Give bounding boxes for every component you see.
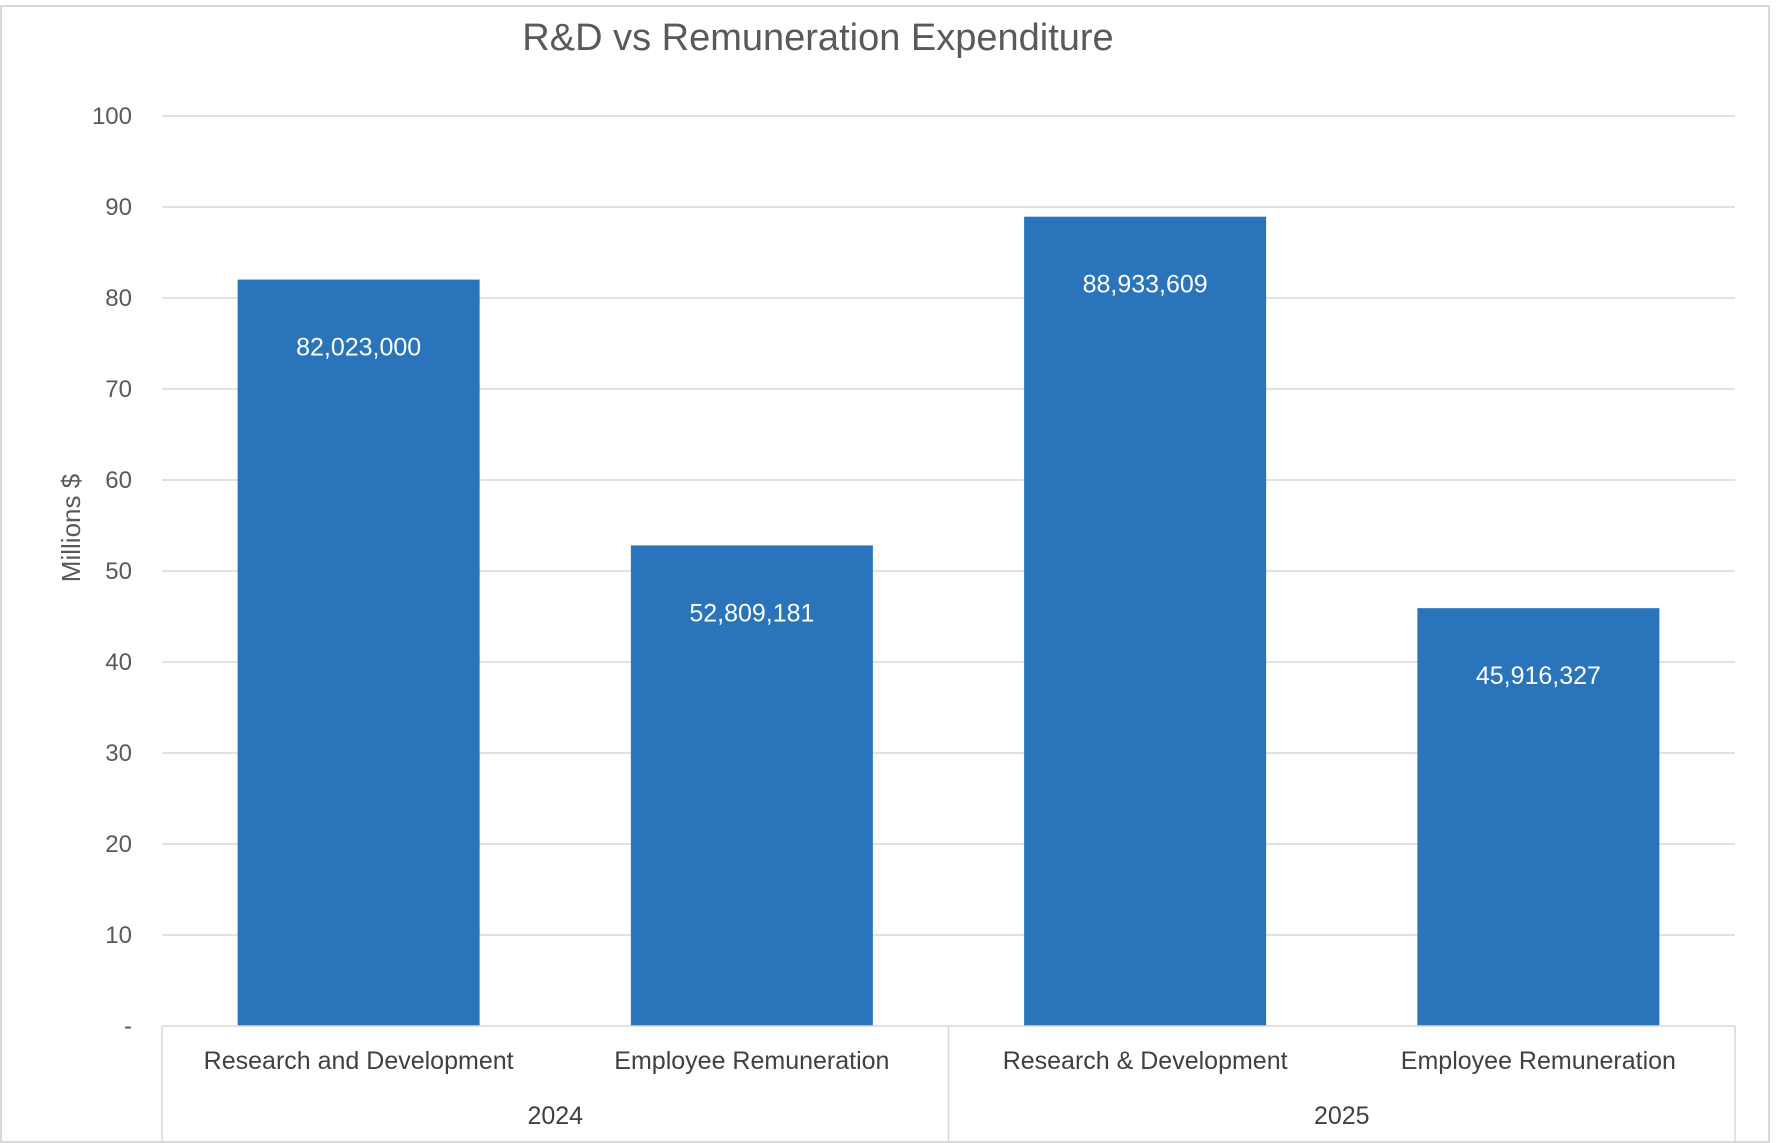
y-tick-label: 30 bbox=[105, 740, 132, 767]
chart-title: R&D vs Remuneration Expenditure bbox=[522, 17, 1113, 59]
data-label: 82,023,000 bbox=[296, 334, 421, 362]
y-tick-label: 20 bbox=[105, 831, 132, 858]
x-category-label: Research & Development bbox=[1003, 1047, 1288, 1075]
y-tick-label: 50 bbox=[105, 558, 132, 585]
x-category-label: Research and Development bbox=[204, 1047, 514, 1075]
y-tick-label: 40 bbox=[105, 649, 132, 676]
x-group-label: 2024 bbox=[527, 1102, 583, 1130]
x-axis: Research and Development Employee Remuner… bbox=[161, 1025, 1736, 1141]
data-label: 45,916,327 bbox=[1476, 662, 1601, 690]
bars bbox=[237, 216, 1660, 1026]
y-tick-label: 10 bbox=[105, 922, 132, 949]
y-axis-ticks: - 10 20 30 40 50 60 70 80 90 100 bbox=[92, 103, 132, 1040]
bar bbox=[630, 545, 873, 1026]
chart-frame bbox=[0, 5, 1770, 1143]
x-group-label: 2025 bbox=[1314, 1102, 1370, 1130]
y-tick-label: 90 bbox=[105, 194, 132, 221]
y-tick-label: 100 bbox=[92, 103, 132, 130]
y-axis-label: Millions $ bbox=[56, 473, 86, 582]
x-category-label: Employee Remuneration bbox=[614, 1047, 889, 1075]
data-label: 88,933,609 bbox=[1083, 271, 1208, 299]
x-category-label: Employee Remuneration bbox=[1401, 1047, 1676, 1075]
bar bbox=[237, 279, 480, 1026]
data-label: 52,809,181 bbox=[689, 599, 814, 627]
bar bbox=[1417, 608, 1660, 1026]
bar bbox=[1024, 216, 1267, 1026]
y-tick-label: 80 bbox=[105, 285, 132, 312]
y-tick-label: 70 bbox=[105, 376, 132, 403]
y-tick-label: 60 bbox=[105, 467, 132, 494]
y-tick-label: - bbox=[124, 1013, 132, 1040]
data-labels: 82,023,000 52,809,181 88,933,609 45,916,327 bbox=[296, 271, 1601, 690]
